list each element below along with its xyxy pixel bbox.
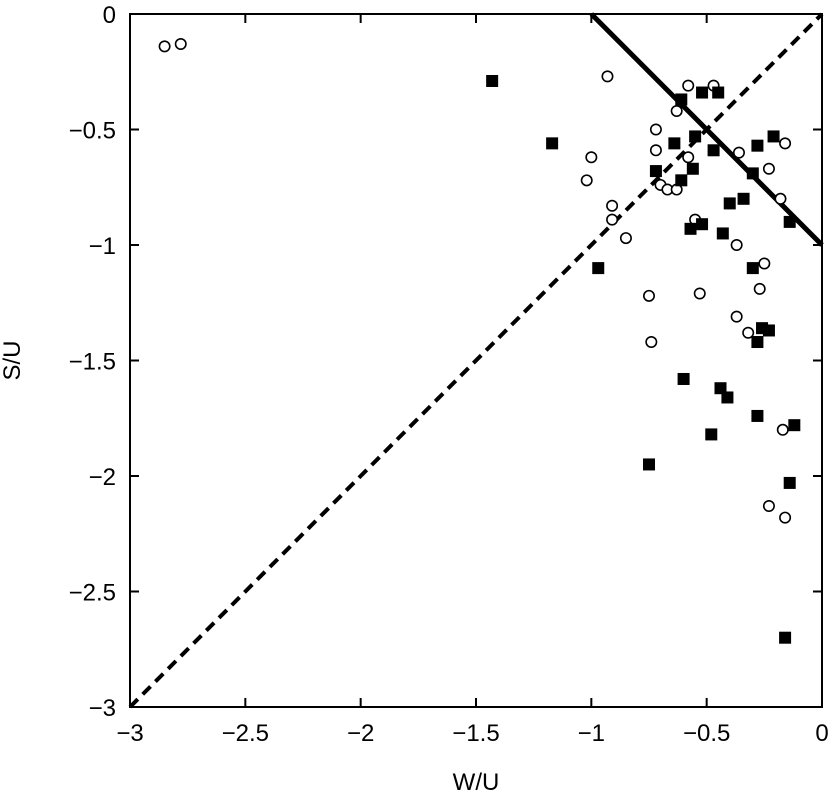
y-tick-label: −3 — [89, 695, 116, 722]
filled-square-point — [668, 137, 681, 150]
filled-square-point — [746, 262, 759, 275]
filled-square-point — [677, 372, 690, 385]
filled-square-point — [705, 428, 718, 441]
x-axis-label: W/U — [453, 769, 500, 796]
filled-square-point — [762, 324, 775, 337]
reference-lines — [128, 12, 824, 709]
x-tick-label: −0.5 — [683, 720, 730, 747]
open-circle-point — [158, 40, 171, 53]
solid-boundary-line — [589, 12, 824, 247]
open-circle-point — [642, 289, 655, 302]
filled-square-point — [714, 382, 727, 395]
filled-square-point — [675, 93, 688, 106]
filled-square-point — [746, 167, 759, 180]
open-circle-point — [682, 79, 695, 92]
open-circle-point — [585, 151, 598, 164]
open-circle-point — [693, 287, 706, 300]
filled-square-point — [689, 130, 702, 143]
filled-square-point — [486, 74, 499, 87]
y-tick-label: −0.5 — [69, 118, 116, 145]
diagonal-dashed-line — [128, 12, 824, 709]
open-circle-point — [606, 199, 619, 212]
x-tick-label: 0 — [815, 720, 828, 747]
filled-square-point — [723, 197, 736, 210]
y-tick-label: −2.5 — [69, 580, 116, 607]
open-circle-point — [774, 192, 787, 205]
filled-square-point — [751, 139, 764, 152]
open-circle-point — [649, 123, 662, 136]
y-tick-label: −2 — [89, 464, 116, 491]
filled-square-point — [707, 144, 720, 157]
filled-square-point — [767, 130, 780, 143]
filled-square-point — [686, 162, 699, 175]
filled-square-point — [783, 476, 796, 489]
filled-square-point — [737, 192, 750, 205]
open-circle-point — [619, 232, 632, 245]
y-tick-label: 0 — [103, 2, 116, 29]
filled-square-point — [675, 174, 688, 187]
open-circle-point — [580, 174, 593, 187]
x-tick-label: −1 — [578, 720, 605, 747]
x-tick-label: −3 — [116, 720, 143, 747]
open-circle-point — [645, 336, 658, 349]
open-circle-point — [730, 239, 743, 252]
open-circle-point — [779, 137, 792, 150]
open-circle-point — [732, 146, 745, 159]
open-circle-point — [758, 257, 771, 270]
filled-square-point — [696, 218, 709, 231]
x-tick-label: −1.5 — [452, 720, 499, 747]
filled-square-point — [592, 262, 605, 275]
y-axis-label: S/U — [0, 340, 26, 380]
open-circle-point — [606, 213, 619, 226]
filled-square-point — [716, 227, 729, 240]
open-circle-point — [762, 162, 775, 175]
x-tick-label: −2.5 — [222, 720, 269, 747]
filled-square-point — [696, 86, 709, 99]
filled-square-point — [779, 631, 792, 644]
filled-square-point — [649, 165, 662, 178]
data-points — [158, 38, 801, 644]
open-circle-point — [649, 144, 662, 157]
filled-square-point — [684, 222, 697, 235]
open-circle-point — [682, 151, 695, 164]
filled-square-point — [721, 391, 734, 404]
filled-square-point — [546, 137, 559, 150]
open-circle-point — [742, 326, 755, 339]
filled-square-point — [712, 86, 725, 99]
open-circle-point — [601, 70, 614, 83]
filled-square-point — [783, 215, 796, 228]
open-circle-point — [753, 282, 766, 295]
open-circle-point — [779, 511, 792, 524]
filled-square-point — [751, 409, 764, 422]
x-tick-label: −2 — [347, 720, 374, 747]
filled-square-point — [643, 458, 655, 471]
axis-ticks: −3 −2.5 −2 −1.5 −1 −0.5 0 −3 −2.5 −2 −1.5 −1 −0.5 0 — [69, 2, 829, 747]
filled-square-point — [788, 419, 801, 432]
open-circle-point — [730, 310, 743, 323]
y-tick-label: −1.5 — [69, 349, 116, 376]
open-circle-point — [776, 423, 789, 436]
filled-square-point — [751, 336, 764, 349]
open-circle-point — [670, 105, 683, 118]
open-circle-point — [762, 500, 775, 513]
y-tick-label: −1 — [89, 233, 116, 260]
open-circle-point — [174, 38, 187, 51]
